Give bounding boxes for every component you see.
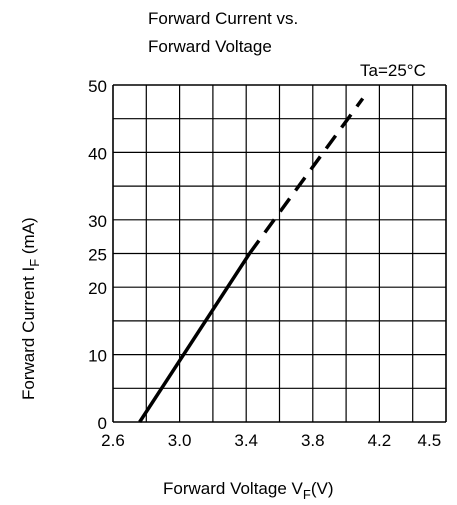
y-tick-label: 20	[88, 279, 107, 298]
x-tick-label: 4.5	[418, 431, 442, 450]
y-axis-label-text: Forward Current I	[19, 267, 38, 400]
x-tick-label: 3.8	[301, 431, 325, 450]
x-axis-label-subscript: F	[303, 487, 311, 502]
x-tick-labels: 2.6 3.0 3.4 3.8 4.2 4.5	[101, 431, 441, 450]
y-tick-label: 30	[88, 212, 107, 231]
y-tick-label: 50	[88, 77, 107, 96]
x-tick-label: 4.2	[368, 431, 392, 450]
x-axis-label-unit: (V)	[311, 479, 334, 498]
x-tick-label: 2.6	[101, 431, 125, 450]
x-axis-label-text: Forward Voltage V	[163, 479, 304, 498]
y-axis-label-unit: (mA)	[19, 217, 38, 259]
y-tick-label: 25	[88, 246, 107, 265]
plot-grid	[112, 84, 447, 423]
y-axis-label-subscript: F	[27, 259, 42, 267]
solid-curve	[138, 252, 251, 423]
temperature-annotation: Ta=25°C	[360, 61, 426, 80]
y-tick-labels: 0 10 20 25 30 40 50	[88, 77, 107, 433]
x-tick-label: 3.4	[234, 431, 258, 450]
chart-title: Forward Current vs.	[148, 9, 298, 28]
y-tick-label: 10	[88, 347, 107, 366]
data-series	[138, 97, 365, 423]
y-tick-label: 40	[88, 144, 107, 163]
chart-subtitle: Forward Voltage	[148, 37, 272, 56]
dashed-curve	[248, 97, 365, 255]
y-tick-label: 0	[98, 414, 107, 433]
x-axis-label: Forward Voltage VF(V)	[163, 479, 333, 502]
x-tick-label: 3.0	[168, 431, 192, 450]
y-axis-label: Forward Current IF (mA)	[19, 217, 42, 400]
